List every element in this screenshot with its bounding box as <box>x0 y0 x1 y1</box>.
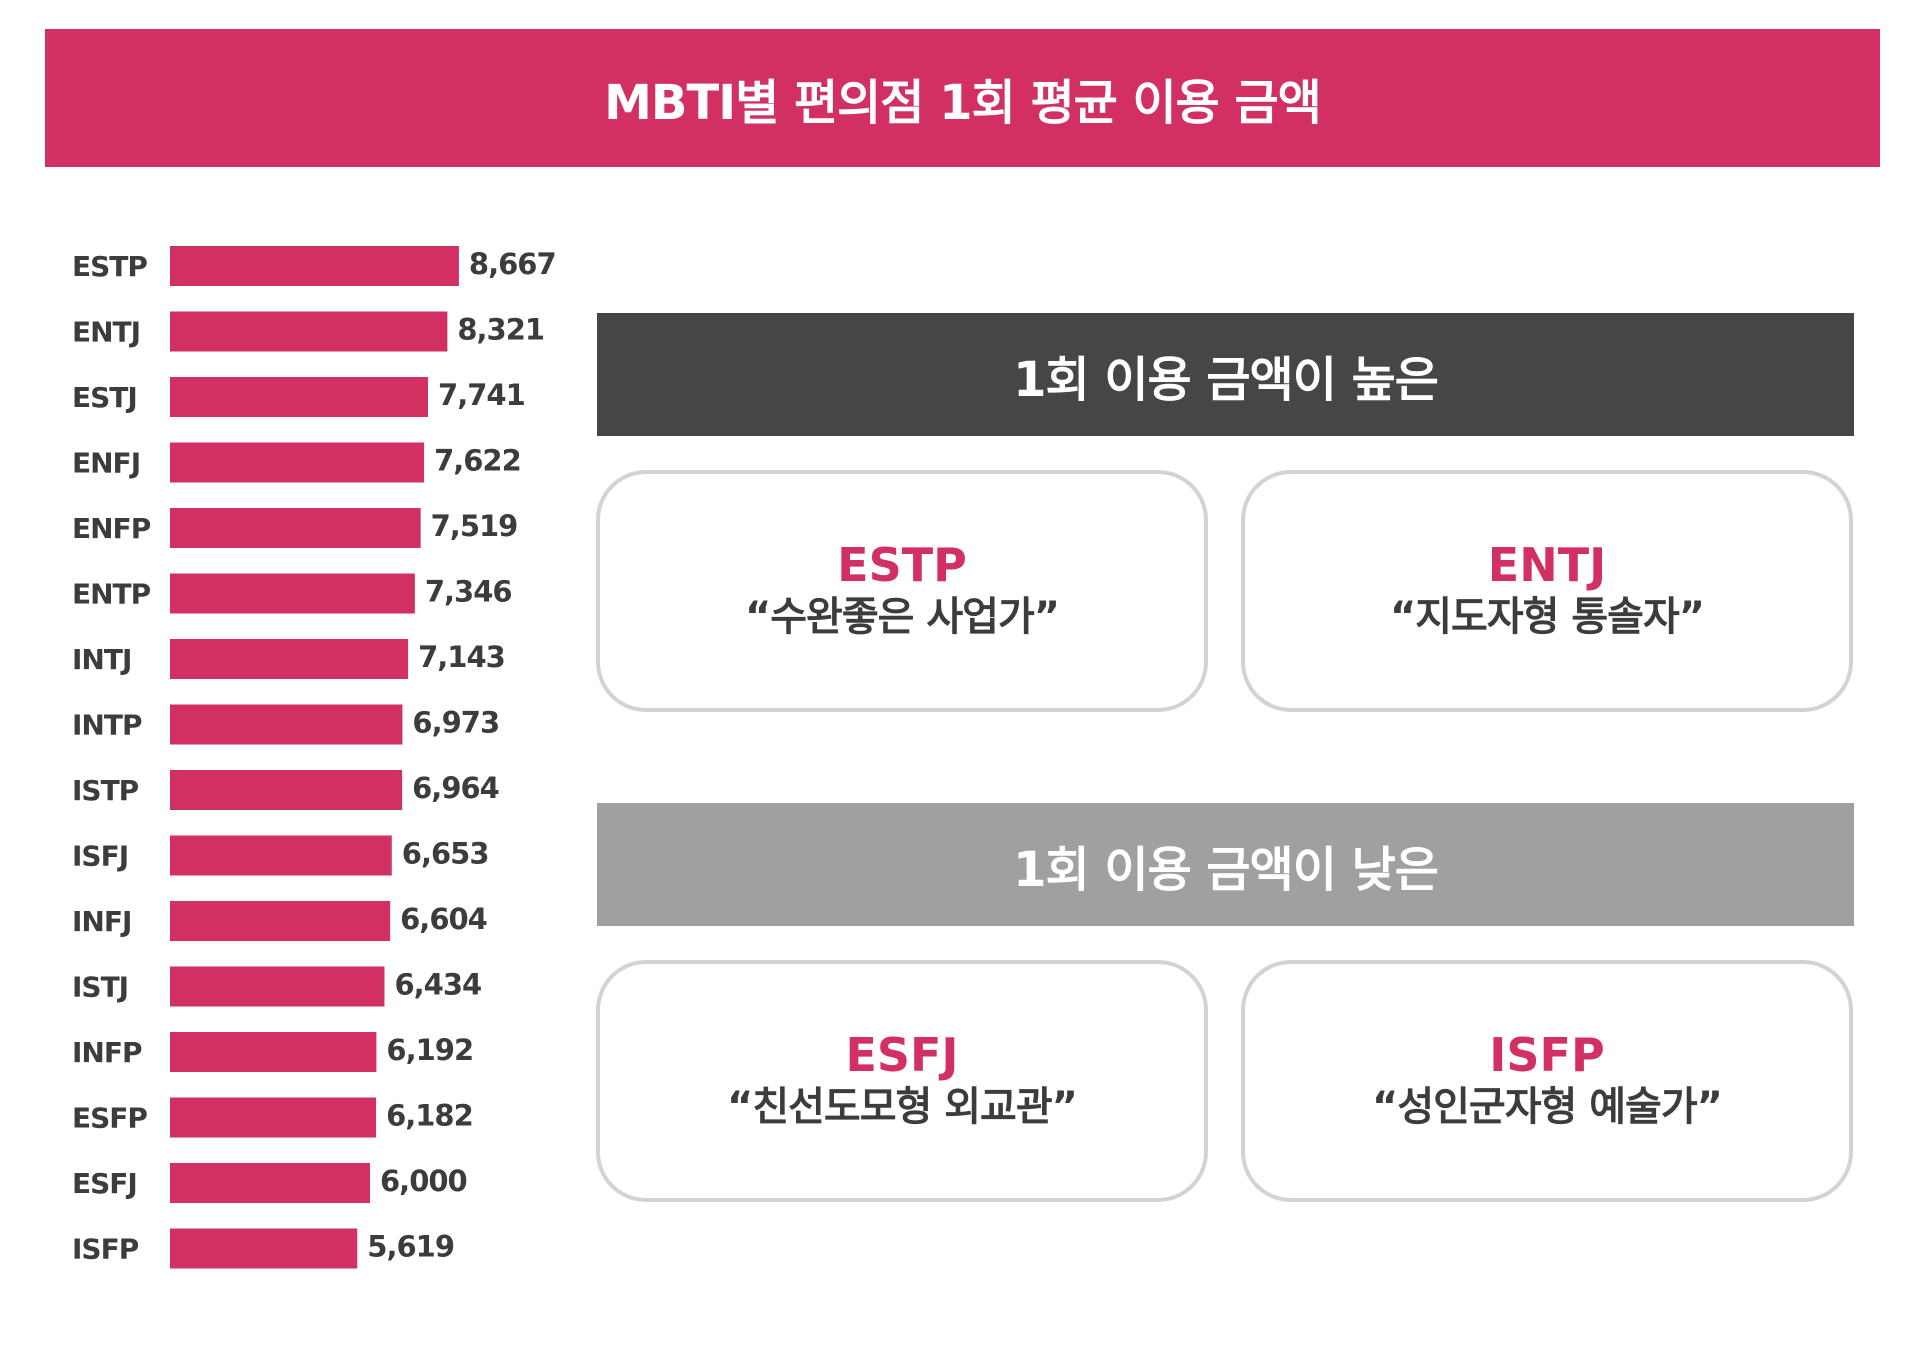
high-card-2-nickname: “지도자형 통솔자” <box>1389 594 1705 641</box>
category-label-intj: INTJ <box>72 643 131 676</box>
category-label-estp: ESTP <box>72 250 147 283</box>
category-label-istp: ISTP <box>72 774 139 807</box>
value-label-isfj: 6,653 <box>402 837 489 871</box>
bar-intp <box>170 704 403 745</box>
category-label-isfj: ISFJ <box>72 840 128 873</box>
category-label-entj: ENTJ <box>72 316 140 349</box>
low-spending-header-label: 1회 이용 금액이 낮은 <box>1013 841 1439 898</box>
bar-isfp <box>170 1228 358 1269</box>
value-label-istj: 6,434 <box>394 968 481 1002</box>
category-label-intp: INTP <box>72 709 142 742</box>
bar-entj <box>170 311 448 352</box>
category-label-enfp: ENFP <box>72 512 151 545</box>
high-spending-header-label: 1회 이용 금액이 높은 <box>1013 351 1439 408</box>
bar-istj <box>170 966 385 1007</box>
value-label-infp: 6,192 <box>386 1033 473 1067</box>
value-label-estp: 8,667 <box>469 247 556 281</box>
category-label-estj: ESTJ <box>72 381 137 414</box>
low-card-1-nickname: “친선도모형 외교관” <box>727 1084 1078 1131</box>
page-title: MBTI별 편의점 1회 평균 이용 금액 <box>604 75 1322 131</box>
bar-estp <box>170 246 459 286</box>
title-banner: MBTI별 편의점 1회 평균 이용 금액 <box>45 29 1880 167</box>
value-label-enfj: 7,622 <box>434 444 521 478</box>
category-label-istj: ISTJ <box>72 971 128 1004</box>
category-label-infp: INFP <box>72 1036 142 1069</box>
value-label-esfj: 6,000 <box>380 1164 467 1198</box>
value-label-infj: 6,604 <box>400 902 487 936</box>
bar-chart: ESTP 8,667 ENTJ 8,321 ESTJ 7,741 ENFJ 7,622 ENFP… <box>72 246 557 1269</box>
value-label-entj: 8,321 <box>457 313 544 347</box>
value-label-entp: 7,346 <box>425 575 512 609</box>
low-spending-header: 1회 이용 금액이 낮은 <box>597 803 1854 926</box>
low-card-1-type: ESFJ <box>845 1027 959 1082</box>
bar-enfp <box>170 508 421 548</box>
category-label-enfj: ENFJ <box>72 447 140 480</box>
value-label-intp: 6,973 <box>412 706 499 740</box>
high-spending-header: 1회 이용 금액이 높은 <box>597 313 1854 436</box>
high-card-1-nickname: “수완좋은 사업가” <box>744 594 1060 641</box>
bar-enfj <box>170 442 425 483</box>
value-label-enfp: 7,519 <box>431 509 518 543</box>
bar-esfp <box>170 1097 377 1138</box>
high-card-2-type: ENTJ <box>1487 537 1607 592</box>
low-card-2-nickname: “성인군자형 예술가” <box>1372 1084 1723 1131</box>
bar-estj <box>170 377 429 417</box>
high-card-2: ENTJ “지도자형 통솔자” <box>1241 470 1853 712</box>
bar-infj <box>170 901 391 941</box>
bar-istp <box>170 770 403 810</box>
bar-intj <box>170 639 409 679</box>
value-label-esfp: 6,182 <box>386 1099 473 1133</box>
high-card-1: ESTP “수완좋은 사업가” <box>596 470 1208 712</box>
low-card-1: ESFJ “친선도모형 외교관” <box>596 960 1208 1202</box>
bar-esfj <box>170 1163 370 1203</box>
low-card-2: ISFP “성인군자형 예술가” <box>1241 960 1853 1202</box>
value-label-intj: 7,143 <box>418 640 505 674</box>
value-label-isfp: 5,619 <box>367 1230 454 1264</box>
category-label-esfj: ESFJ <box>72 1167 137 1200</box>
value-label-estj: 7,741 <box>438 378 525 412</box>
category-label-esfp: ESFP <box>72 1102 147 1135</box>
category-label-entp: ENTP <box>72 578 151 611</box>
bar-isfj <box>170 835 392 876</box>
category-label-isfp: ISFP <box>72 1233 139 1266</box>
low-card-2-type: ISFP <box>1489 1027 1605 1082</box>
value-label-istp: 6,964 <box>412 771 499 805</box>
bar-infp <box>170 1032 377 1072</box>
high-card-1-type: ESTP <box>837 537 967 592</box>
category-label-infj: INFJ <box>72 905 131 938</box>
bar-entp <box>170 573 415 614</box>
